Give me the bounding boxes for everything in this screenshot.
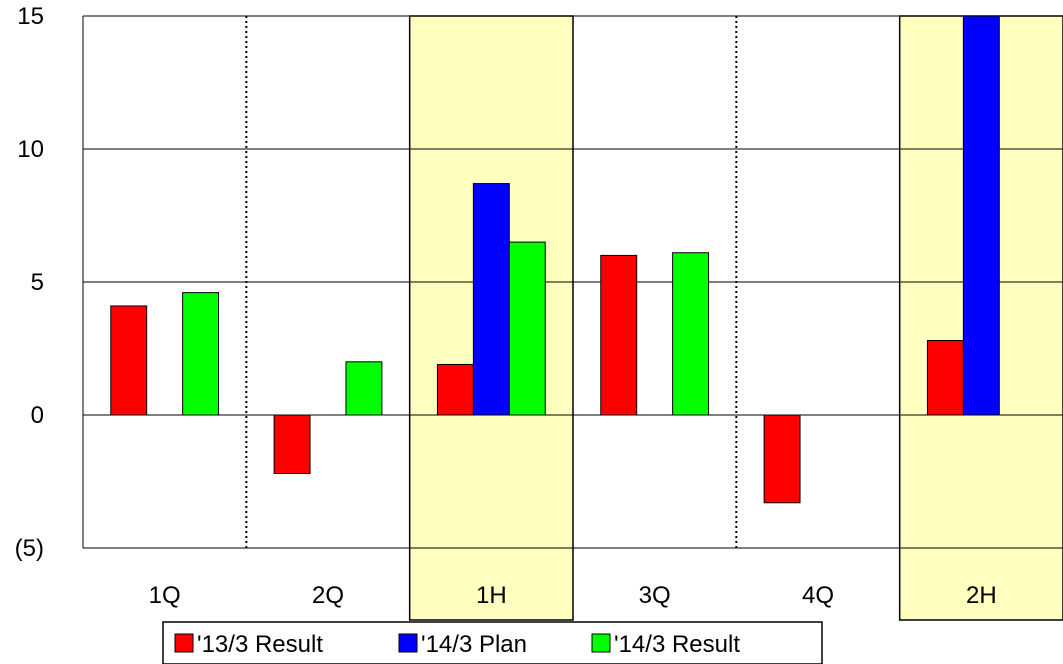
bars bbox=[110, 15, 1000, 504]
legend-swatch bbox=[174, 633, 194, 653]
category-separators bbox=[245, 16, 738, 548]
bar-2q-series-1 bbox=[273, 414, 311, 475]
y-tick-label: (5) bbox=[15, 535, 44, 562]
bar-2q-series-3 bbox=[345, 361, 383, 416]
category-labels: 1Q 2Q 1H 3Q 4Q 2H bbox=[149, 582, 997, 609]
y-tick-label: 15 bbox=[17, 3, 44, 30]
bar-3q-series-3 bbox=[672, 252, 710, 416]
bar-1h-series-1 bbox=[436, 363, 474, 416]
legend-label: '13/3 Result bbox=[197, 631, 323, 658]
category-label: 1Q bbox=[149, 582, 181, 609]
bar-1h-series-3 bbox=[508, 241, 546, 416]
legend-label: '14/3 Result bbox=[614, 631, 740, 658]
bar-2h-series-1 bbox=[926, 340, 964, 416]
category-label: 4Q bbox=[802, 582, 834, 609]
bar-1q-series-1 bbox=[110, 305, 148, 416]
bar-1h-series-2 bbox=[472, 183, 510, 416]
y-axis-tick-labels: 15 10 5 0 (5) bbox=[15, 3, 44, 562]
legend-swatch bbox=[591, 633, 611, 653]
bar-1q-series-3 bbox=[182, 292, 220, 416]
bar-4q-series-1 bbox=[763, 414, 801, 504]
bar-2h-series-2 bbox=[962, 15, 1000, 416]
category-label: 2H bbox=[966, 582, 997, 609]
legend-swatch bbox=[398, 633, 418, 653]
y-tick-label: 10 bbox=[17, 136, 44, 163]
y-tick-label: 5 bbox=[31, 269, 44, 296]
category-label: 2Q bbox=[312, 582, 344, 609]
legend-label: '14/3 Plan bbox=[421, 631, 527, 658]
legend-box bbox=[162, 621, 823, 664]
category-label: 3Q bbox=[639, 582, 671, 609]
legend: '13/3 Result '14/3 Plan '14/3 Result bbox=[162, 621, 823, 664]
category-label: 1H bbox=[476, 582, 507, 609]
y-tick-label: 0 bbox=[31, 402, 44, 429]
bar-3q-series-1 bbox=[600, 254, 638, 416]
